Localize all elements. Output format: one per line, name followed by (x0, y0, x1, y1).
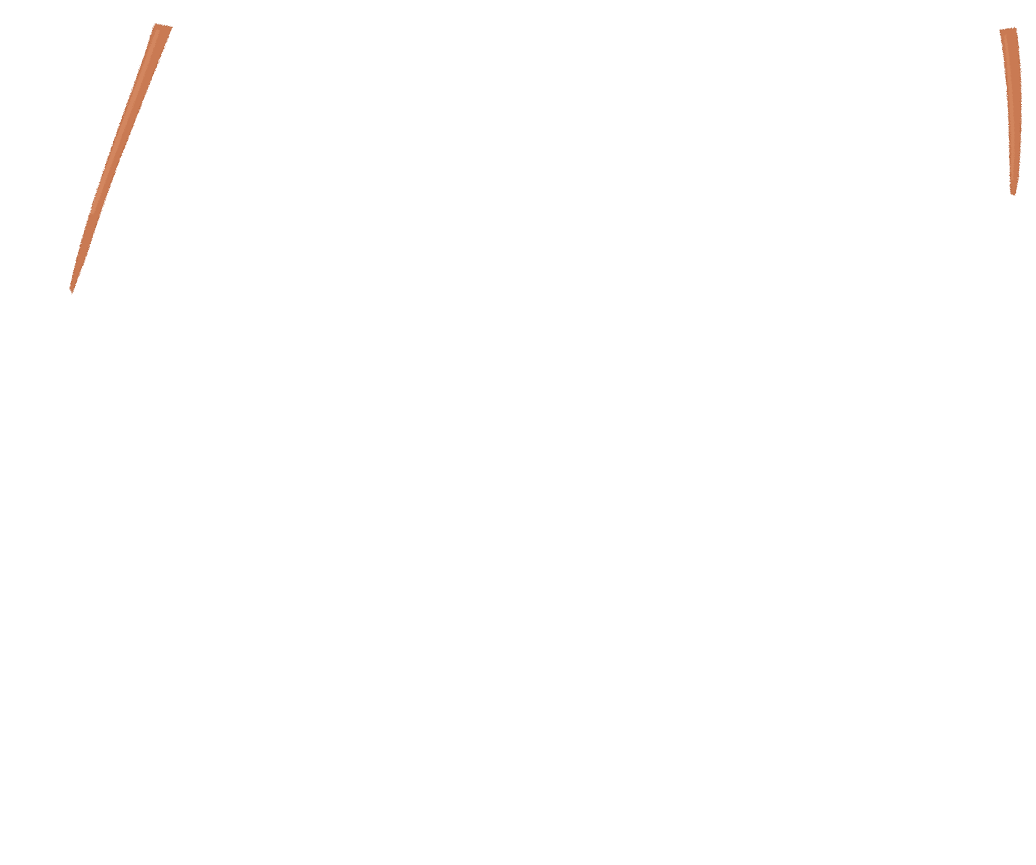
right-brush-stroke (999, 27, 1022, 196)
left-brush-stroke (69, 23, 173, 295)
